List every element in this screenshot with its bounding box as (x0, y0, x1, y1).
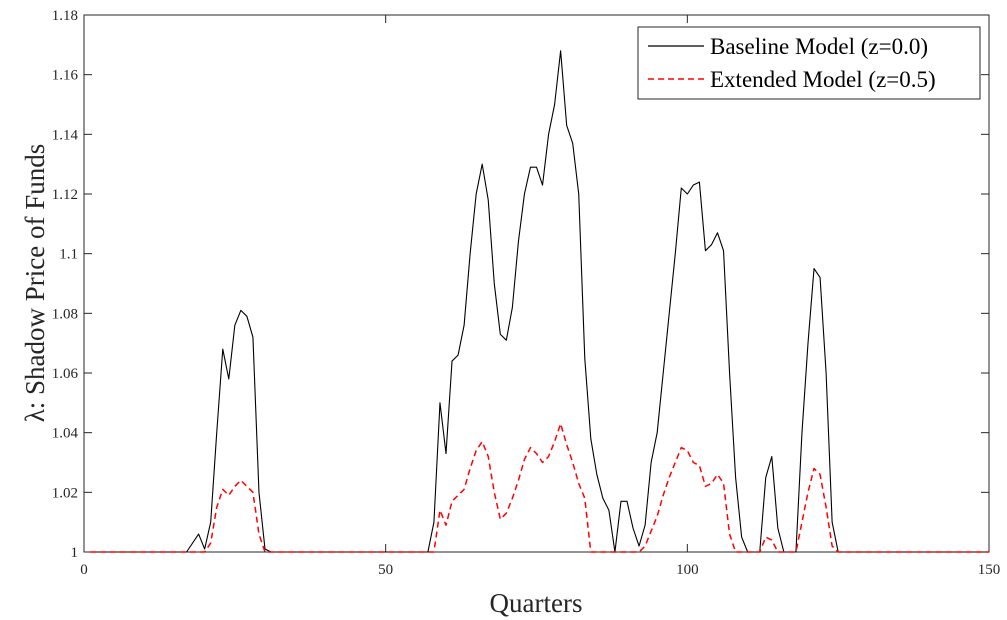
y-tick-label: 1.1 (59, 247, 78, 263)
y-tick-label: 1.16 (52, 68, 79, 84)
series-lines (90, 50, 989, 553)
y-tick-label: 1.12 (52, 187, 78, 203)
y-tick-label: 1.02 (52, 485, 78, 501)
x-axis-title: Quarters (490, 588, 583, 618)
y-tick-label: 1.08 (52, 306, 78, 322)
y-tick-label: 1.14 (52, 127, 79, 143)
legend-label-extended: Extended Model (z=0.5) (710, 67, 936, 92)
x-tick-label: 0 (80, 562, 88, 578)
x-tick-label: 100 (676, 562, 699, 578)
legend-box (637, 26, 981, 100)
legend: Baseline Model (z=0.0) Extended Model (z… (637, 26, 981, 100)
y-tick-label: 1 (71, 545, 79, 561)
legend-label-baseline: Baseline Model (z=0.0) (710, 34, 928, 59)
y-tick-label: 1.04 (52, 426, 79, 442)
x-tick-label: 50 (378, 562, 393, 578)
series-line-extended (90, 422, 989, 553)
x-tick-label: 150 (978, 562, 1001, 578)
y-axis-title: λ: Shadow Price of Funds (20, 144, 50, 423)
tick-labels: 0 50 100 150 1 1.02 1.04 1.06 1.08 1.1 1.12 1.14 1.1… (52, 8, 1001, 578)
plot-area (83, 14, 990, 553)
y-tick-label: 1.18 (52, 8, 78, 24)
y-tick-label: 1.06 (52, 366, 79, 382)
